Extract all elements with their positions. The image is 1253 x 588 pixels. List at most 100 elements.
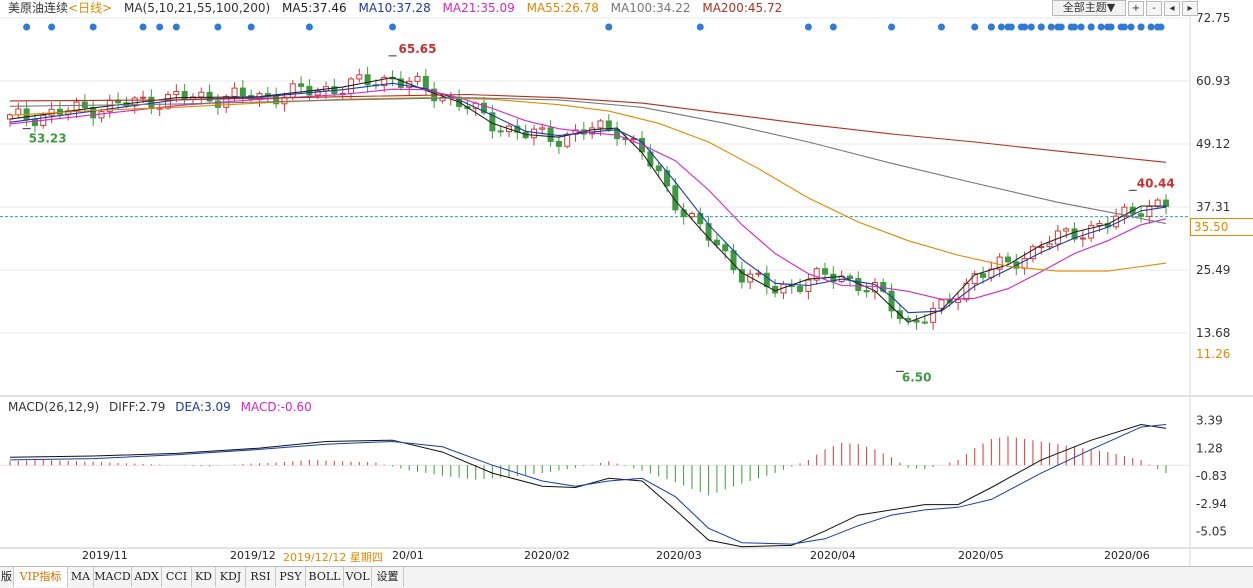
period-label: <日线> <box>68 1 113 15</box>
candle-body <box>713 239 720 246</box>
scroll-right-icon[interactable]: ▸ <box>1182 1 1198 16</box>
candle-body <box>863 290 870 293</box>
signal-dot <box>1127 23 1135 31</box>
tab-6[interactable]: KD <box>192 567 216 587</box>
annotation-min-left: 53.23 <box>29 132 67 146</box>
candle-body <box>98 111 105 119</box>
candle-body <box>381 76 388 87</box>
signal-dot <box>1057 23 1065 31</box>
y-axis: 72.75 60.93 49.12 37.31 25.49 13.68 11.26 3.39 1… <box>1196 11 1230 539</box>
candle-body <box>364 74 371 86</box>
candle-body <box>1071 228 1078 240</box>
instrument-name: 美原油连续 <box>8 1 69 15</box>
macd-diff-value: DIFF:2.79 <box>108 400 166 414</box>
candle-body <box>1113 215 1120 228</box>
ma21-value: MA21:35.09 <box>442 1 515 15</box>
x-axis-label: 2019/12/12 星期四 <box>283 551 383 564</box>
theme-dropdown-button[interactable]: 全部主题▼ <box>1052 0 1126 16</box>
macd-dea-value: DEA:3.09 <box>175 400 231 414</box>
macd-tick-label: 3.39 <box>1196 414 1223 428</box>
price-annotations: 65.65 53.23 6.50 40.44 <box>22 42 1175 384</box>
x-axis-label: 20/01 <box>392 549 424 562</box>
x-axis-label: 2020/04 <box>810 549 856 562</box>
signal-dot <box>1007 23 1015 31</box>
candle-body <box>481 102 488 114</box>
price-tick-label: 60.93 <box>1196 74 1230 88</box>
candle-body <box>439 96 446 102</box>
candle-body <box>1004 256 1011 263</box>
candle-body <box>422 75 429 90</box>
price-tick-label: 13.68 <box>1196 326 1230 340</box>
annotation-min: 6.50 <box>902 370 932 384</box>
x-axis-label: 2020/05 <box>958 549 1004 562</box>
signal-dot <box>987 23 995 31</box>
annotation-recent-max: 40.44 <box>1137 176 1175 190</box>
low-price-label: 11.26 <box>1196 347 1230 361</box>
ma-line-ma10 <box>9 82 1167 314</box>
scroll-left-icon[interactable]: ◂ <box>1164 1 1180 16</box>
signal-dot <box>605 23 613 31</box>
candle-body <box>90 106 97 119</box>
tab-8[interactable]: RSI <box>246 567 276 587</box>
x-axis-label: 2020/03 <box>656 549 702 562</box>
candle-body <box>655 165 662 172</box>
ma200-value: MA200:45.72 <box>702 1 783 15</box>
tab-10[interactable]: BOLL <box>306 567 344 587</box>
tab-9[interactable]: PSY <box>276 567 306 587</box>
candle-body <box>15 108 22 116</box>
macd-tick-label: 1.28 <box>1196 441 1223 455</box>
x-axis-label: 2020/06 <box>1104 549 1150 562</box>
chart-background <box>0 0 1253 566</box>
candle-body <box>921 321 928 324</box>
signal-dot <box>1117 23 1125 31</box>
candle-body <box>664 170 671 187</box>
tab-7[interactable]: KDJ <box>216 567 246 587</box>
candle-body <box>697 213 704 225</box>
candle-body <box>239 87 246 97</box>
candle-body <box>597 120 604 129</box>
x-axis-label: 2019/11 <box>82 549 128 562</box>
candle-body <box>530 128 537 139</box>
tab-11[interactable]: VOL <box>344 567 372 587</box>
signal-dot <box>1017 23 1025 31</box>
tab-12[interactable]: 设置 <box>372 567 404 587</box>
candle-body <box>797 285 804 292</box>
signal-dots <box>23 23 1165 31</box>
signal-dot <box>214 23 222 31</box>
signal-dot <box>696 23 704 31</box>
macd-tick-label: -0.83 <box>1196 469 1227 483</box>
ma-line-ma200 <box>9 93 1167 163</box>
chart-grid <box>0 0 1253 566</box>
candle-body <box>688 213 695 218</box>
candle-body <box>938 299 945 309</box>
tab-1[interactable]: VIP指标 <box>14 567 68 587</box>
signal-dot <box>23 23 31 31</box>
x-axis-label: 2019/12 <box>230 549 276 562</box>
ma-line-ma55 <box>9 97 1167 272</box>
signal-dot <box>1097 23 1105 31</box>
signal-dot <box>48 23 56 31</box>
candle-body <box>888 290 895 312</box>
candle-body <box>555 140 562 147</box>
signal-dot <box>1077 23 1085 31</box>
signal-dot <box>888 23 896 31</box>
ma10-value: MA10:37.28 <box>358 1 431 15</box>
signal-dot <box>1107 23 1115 31</box>
candle-body <box>755 272 762 275</box>
ma-line-ma5 <box>9 76 1166 323</box>
zoom-in-icon[interactable]: + <box>1128 1 1144 16</box>
tab-5[interactable]: CCI <box>162 567 192 587</box>
signal-dot <box>172 23 180 31</box>
macd-diff-line <box>9 423 1167 548</box>
macd-tick-label: -5.05 <box>1196 525 1227 539</box>
candle-body <box>140 96 147 99</box>
zoom-out-icon[interactable]: - <box>1146 1 1162 16</box>
tab-0[interactable]: 版 <box>0 567 14 587</box>
tab-4[interactable]: ADX <box>132 567 162 587</box>
tab-2[interactable]: MA <box>68 567 94 587</box>
tab-3[interactable]: MACD <box>94 567 132 587</box>
macd-panel <box>0 423 1190 548</box>
candle-body <box>705 223 712 241</box>
candle-body <box>930 307 937 323</box>
signal-dot <box>1087 23 1095 31</box>
